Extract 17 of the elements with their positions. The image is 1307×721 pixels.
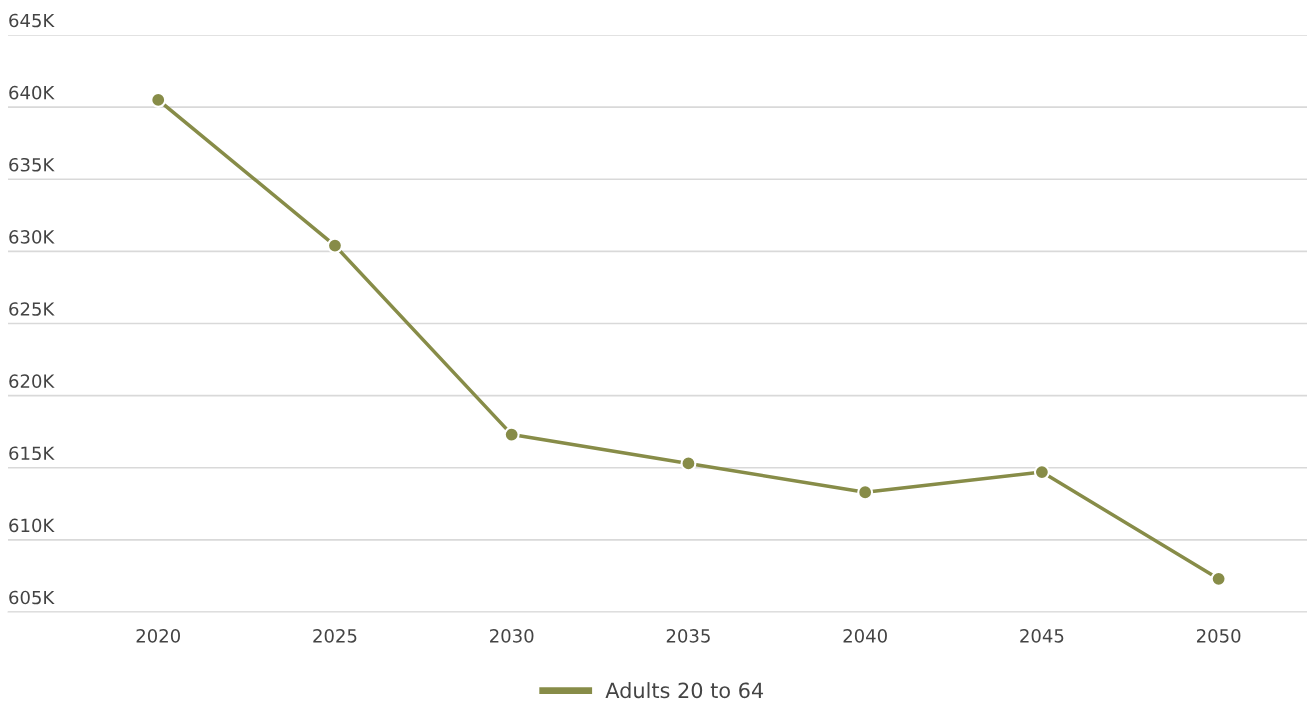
x-tick-label: 2045 [1020,628,1064,643]
y-tick-label: 635K [9,157,55,172]
x-tick-label: 2020 [136,628,180,643]
x-tick-label: 2030 [490,628,534,643]
y-tick-label: 620K [9,374,55,388]
x-tick-label: 2025 [313,628,357,643]
y-tick-label: 610K [9,518,55,533]
y-tick-label: 615K [9,446,55,461]
x-tick-label: 2050 [1196,628,1241,643]
y-tick-label: 630K [9,230,55,244]
y-tick-label: 625K [9,302,55,316]
legend-label: Adults 20 to 64 [605,682,764,699]
x-tick-label: 2035 [666,628,710,643]
y-tick-label: 605K [9,590,55,605]
y-tick-label: 640K [9,85,55,100]
x-tick-label: 2040 [843,628,887,643]
y-tick-label: 645K [9,13,55,28]
